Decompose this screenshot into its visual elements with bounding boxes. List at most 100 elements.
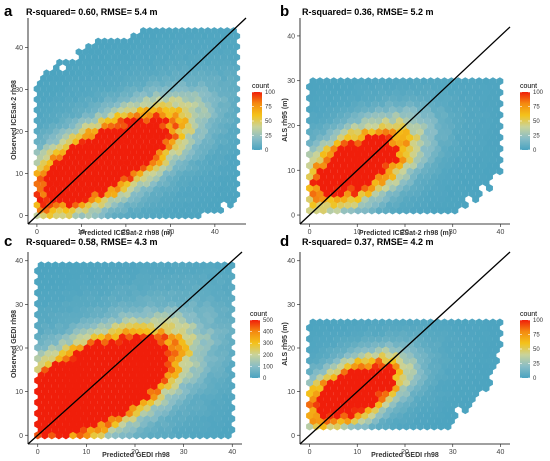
hexbin-cell [441, 417, 448, 426]
hexbin-cell [49, 164, 57, 172]
hexbin-cell [182, 201, 189, 209]
hexbin-cell [333, 206, 341, 215]
hexbin-cell [171, 316, 179, 325]
hexbin-cell [309, 144, 317, 153]
hexbin-cell [194, 211, 202, 220]
hexbin-cell [333, 172, 341, 181]
hexbin-cell [46, 190, 54, 199]
hexbin-cell [185, 196, 192, 204]
hexbin-cell [194, 148, 202, 156]
hexbin-cell [420, 189, 428, 198]
hexbin-cell [117, 169, 124, 178]
hexbin-cell [361, 150, 369, 159]
hexbin-cell [451, 127, 459, 136]
hexbin-cell [434, 373, 442, 382]
hexbin-cell [326, 400, 334, 409]
hexbin-cell [191, 111, 199, 120]
hexbin-cell [203, 409, 211, 418]
hexbin-cell [143, 116, 150, 125]
hexbin-cell [357, 318, 365, 327]
hexbin-cell [306, 378, 314, 387]
hexbin-cell [88, 153, 95, 162]
hexbin-cell [101, 111, 108, 120]
hexbin-cell [198, 90, 205, 98]
hexbin-cell [157, 403, 165, 412]
hexbin-cell [146, 111, 154, 120]
hexbin-cell [199, 425, 207, 434]
hexbin-cell [107, 58, 115, 67]
hexbin-cell [175, 137, 183, 146]
hexbin-cell [351, 155, 358, 164]
hexbin-cell [489, 340, 497, 349]
hexbin-cell [101, 403, 109, 412]
hexbin-cell [378, 178, 386, 187]
hexbin-cell [133, 196, 141, 204]
hexbin-cell [203, 299, 211, 308]
hexbin-cell [430, 206, 438, 215]
hexbin-cell [409, 184, 417, 193]
hexbin-cell [125, 299, 133, 308]
hexbin-cell [221, 381, 229, 391]
hexbin-cell [447, 200, 455, 209]
hexbin-cell [34, 409, 42, 418]
hexbin-cell [472, 82, 480, 91]
hexbin-cell [108, 294, 116, 303]
hexbin-cell [340, 345, 348, 354]
hexbin-cell [306, 150, 314, 159]
hexbin-cell [162, 85, 170, 93]
hexbin-cell [434, 110, 442, 119]
hexbin-cell [34, 398, 42, 407]
hexbin-cell [104, 201, 112, 209]
hexbin-cell [62, 206, 70, 215]
hexbin-cell [65, 159, 73, 167]
hexbin-cell [55, 420, 63, 429]
hexbin-cell [171, 414, 179, 423]
hexbin-cell [434, 395, 442, 404]
hexbin-cell [37, 283, 45, 292]
hexbin-cell [94, 414, 102, 423]
hexbin-cell [333, 367, 341, 376]
hexbin-cell [427, 200, 435, 209]
hexbin-cell [416, 94, 424, 103]
hexbin-cell [468, 110, 476, 119]
hexbin-cell [201, 95, 208, 104]
hexbin-cell [80, 272, 88, 281]
hexbin-cell [127, 132, 134, 141]
hexbin-cell [85, 53, 92, 61]
hexbin-cell [201, 64, 208, 72]
hexbin-cell [406, 144, 414, 153]
hexbin-cell [313, 184, 320, 193]
hexbin-cell [107, 111, 115, 120]
hexbin-cell [337, 395, 345, 404]
hexbin-cell [447, 144, 455, 153]
hexbin-cell [43, 122, 50, 130]
hexbin-cell [80, 414, 88, 423]
hexbin-cell [114, 206, 121, 215]
hexbin-cell [175, 190, 183, 199]
hexbin-cell [85, 211, 92, 220]
hexbin-cell [127, 174, 134, 183]
hexbin-cell [62, 387, 70, 396]
hexbin-cell [149, 211, 157, 220]
hexbin-cell [340, 94, 348, 103]
hexbin-cell [149, 85, 157, 93]
hexbin-cell [98, 180, 105, 188]
hexbin-cell [223, 122, 231, 130]
hexbin-cell [482, 88, 490, 97]
hexbin-cell [214, 106, 221, 114]
hexbin-cell [132, 398, 140, 407]
hexbin-cell [375, 422, 383, 431]
hexbin-cell [364, 167, 372, 176]
hexbin-cell [36, 174, 44, 183]
hexbin-cell [111, 127, 118, 135]
hexbin-cell [165, 174, 173, 183]
hexbin-cell [207, 85, 215, 93]
hexbin-cell [447, 417, 455, 426]
hexbin-cell [206, 305, 215, 314]
hexbin-cell [129, 414, 137, 423]
hexbin-cell [178, 174, 186, 183]
hexbin-cell [479, 127, 487, 136]
hexbin-cell [375, 345, 383, 354]
hexbin-cell [330, 77, 338, 86]
hexbin-cell [62, 354, 70, 363]
